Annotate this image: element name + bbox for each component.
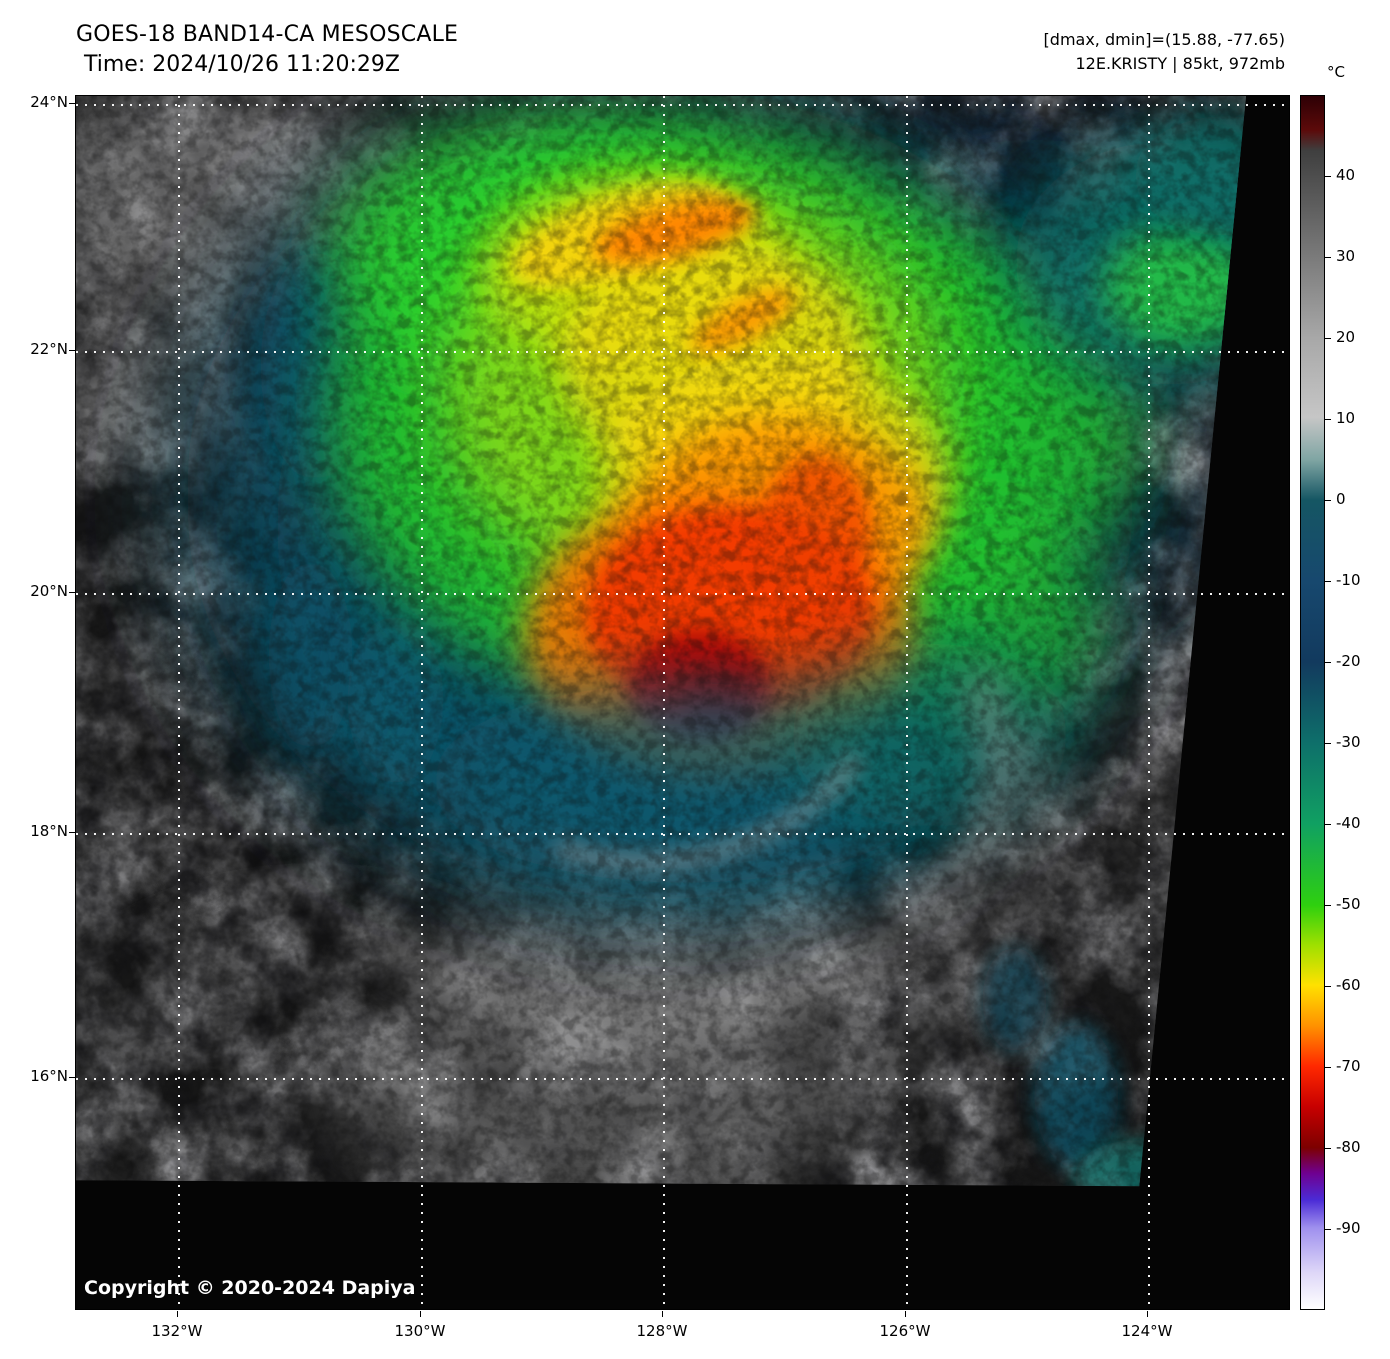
colorbar-tick-label: -60 xyxy=(1336,976,1361,994)
gridline-lon-128w xyxy=(663,96,665,1309)
gridline-lat-20n xyxy=(76,593,1289,595)
storm-name-intensity-label: 12E.KRISTY | 85kt, 972mb xyxy=(1075,54,1286,73)
colorbar-tick-mark xyxy=(1325,1067,1331,1068)
lat-label-22n: 22°N xyxy=(30,340,68,358)
colorbar-tick-mark xyxy=(1325,1148,1331,1149)
satellite-imagery xyxy=(76,96,1289,1309)
lon-label-124w: 124°W xyxy=(1121,1322,1173,1340)
lon-tick xyxy=(177,1311,178,1317)
satellite-map: Copyright © 2020-2024 Dapiya xyxy=(75,95,1290,1310)
colorbar-tick-label: 30 xyxy=(1336,247,1356,265)
gridline-lon-124w xyxy=(1148,96,1150,1309)
gridline-lat-24n xyxy=(76,104,1289,106)
colorbar-tick-mark xyxy=(1325,824,1331,825)
timestamp-label: Time: 2024/10/26 11:20:29Z xyxy=(84,52,400,77)
lat-tick xyxy=(69,350,75,351)
colorbar-tick-mark xyxy=(1325,581,1331,582)
colorbar-tick-mark xyxy=(1325,338,1331,339)
colorbar-tick-mark xyxy=(1325,986,1331,987)
lon-label-126w: 126°W xyxy=(879,1322,931,1340)
lon-tick xyxy=(905,1311,906,1317)
colorbar-tick-label: 10 xyxy=(1336,409,1356,427)
colorbar-tick-mark xyxy=(1325,176,1331,177)
lon-label-128w: 128°W xyxy=(636,1322,688,1340)
colorbar-tick-label: -80 xyxy=(1336,1138,1361,1156)
colorbar-tick-mark xyxy=(1325,662,1331,663)
storm-info-block: [dmax, dmin]=(15.88, -77.65) 12E.KRISTY … xyxy=(1044,28,1285,76)
page-title: GOES-18 BAND14-CA MESOSCALE xyxy=(76,22,459,47)
gridline-lat-16n xyxy=(76,1078,1289,1080)
colorbar-tick-label: 20 xyxy=(1336,328,1356,346)
colorbar-tick-label: -90 xyxy=(1336,1219,1361,1237)
copyright-text: Copyright © 2020-2024 Dapiya xyxy=(84,1277,416,1299)
lat-tick xyxy=(69,1077,75,1078)
gridline-lat-22n xyxy=(76,351,1289,353)
gridline-lon-126w xyxy=(906,96,908,1309)
gridline-lon-132w xyxy=(178,96,180,1309)
lat-label-24n: 24°N xyxy=(30,93,68,111)
colorbar-tick-label: -70 xyxy=(1336,1057,1361,1075)
colorbar-tick-mark xyxy=(1325,419,1331,420)
colorbar-unit-label: °C xyxy=(1327,63,1345,81)
lat-tick xyxy=(69,592,75,593)
gridline-lat-18n xyxy=(76,833,1289,835)
lon-label-132w: 132°W xyxy=(151,1322,203,1340)
colorbar-tick-label: 0 xyxy=(1336,490,1346,508)
lon-tick xyxy=(420,1311,421,1317)
gridline-lon-130w xyxy=(421,96,423,1309)
colorbar-tick-label: -20 xyxy=(1336,652,1361,670)
lat-tick xyxy=(69,103,75,104)
lat-label-16n: 16°N xyxy=(30,1067,68,1085)
lat-label-20n: 20°N xyxy=(30,582,68,600)
colorbar-tick-mark xyxy=(1325,905,1331,906)
lat-label-18n: 18°N xyxy=(30,822,68,840)
colorbar-tick-label: -30 xyxy=(1336,733,1361,751)
colorbar-gradient xyxy=(1300,95,1325,1310)
colorbar-tick-mark xyxy=(1325,257,1331,258)
colorbar-tick-label: -50 xyxy=(1336,895,1361,913)
dmax-dmin-label: [dmax, dmin]=(15.88, -77.65) xyxy=(1043,30,1285,49)
colorbar-tick-label: 40 xyxy=(1336,166,1356,184)
lon-label-130w: 130°W xyxy=(394,1322,446,1340)
lon-tick xyxy=(1147,1311,1148,1317)
lon-tick xyxy=(662,1311,663,1317)
colorbar-tick-label: -10 xyxy=(1336,571,1361,589)
colorbar-tick-mark xyxy=(1325,500,1331,501)
colorbar-tick-mark xyxy=(1325,743,1331,744)
lat-tick xyxy=(69,832,75,833)
colorbar-tick-mark xyxy=(1325,1229,1331,1230)
colorbar-tick-label: -40 xyxy=(1336,814,1361,832)
